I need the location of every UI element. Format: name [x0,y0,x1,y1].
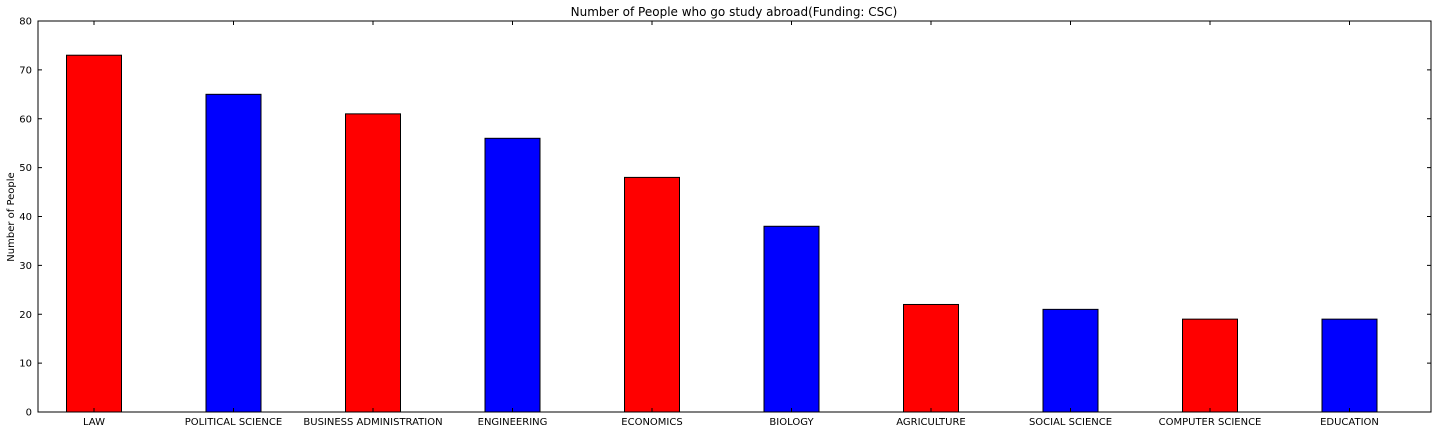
bar-political-science [205,93,262,413]
bar-computer-science [1182,318,1238,413]
x-tick-label: POLITICAL SCIENCE [185,417,282,428]
bar-education [1321,318,1378,413]
bar-law [66,54,122,413]
y-tick-label: 50 [19,163,32,174]
y-tick-label: 30 [19,261,32,272]
bar-biology [763,225,820,413]
y-tick-label: 40 [19,212,32,223]
y-tick-label: 80 [19,17,32,28]
y-tick-label: 20 [19,310,32,321]
x-tick-label: BIOLOGY [769,417,814,428]
x-tick-label: SOCIAL SCIENCE [1029,417,1112,428]
bar-agriculture [903,303,959,413]
y-tick-label: 60 [19,114,32,125]
chart-title: Number of People who go study abroad(Fun… [571,5,898,19]
ticks-layer: LAW POLITICAL SCIENCE BUSINESS ADMINISTRAT… [19,17,1431,428]
x-tick-label: COMPUTER SCIENCE [1159,417,1262,428]
bar-economics [624,176,680,413]
bar-business-administration [345,113,401,413]
plot-frame [37,20,1432,413]
bar-engineering [484,137,541,413]
y-tick-label: 0 [26,408,32,419]
y-axis-label: Number of People [6,172,17,261]
x-tick-label: ECONOMICS [621,417,682,428]
x-tick-label: AGRICULTURE [896,417,966,428]
bars-layer [66,54,1378,413]
x-tick-label: EDUCATION [1320,417,1379,428]
y-tick-label: 70 [19,65,32,76]
x-tick-label: LAW [83,417,105,428]
bar-social-science [1042,308,1099,413]
x-tick-label: BUSINESS ADMINISTRATION [303,417,442,428]
x-tick-label: ENGINEERING [478,417,548,428]
y-tick-label: 10 [19,359,32,370]
